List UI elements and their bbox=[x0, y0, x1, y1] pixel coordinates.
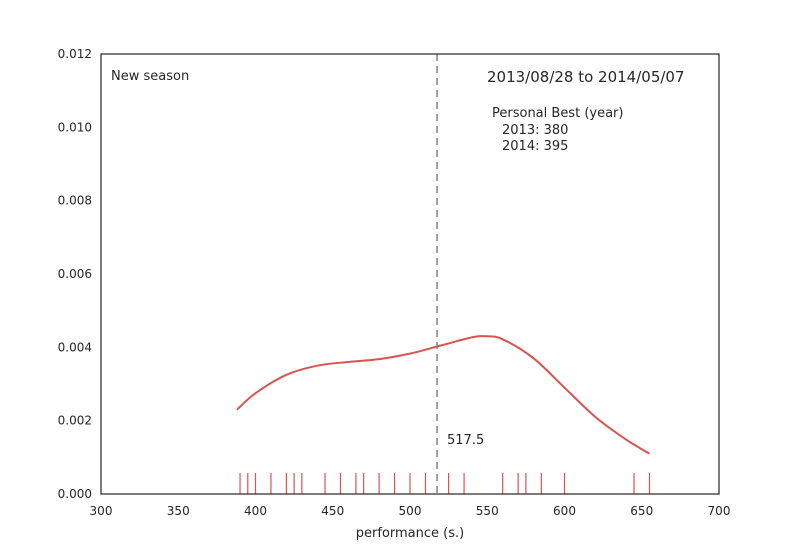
x-tick-label: 350 bbox=[167, 504, 190, 518]
y-tick-label: 0.012 bbox=[58, 47, 92, 61]
season-note: New season bbox=[111, 69, 189, 84]
y-tick-label: 0.008 bbox=[58, 194, 92, 208]
x-ticks: 300 350 400 450 500 550 600 650 700 bbox=[90, 504, 731, 518]
y-tick-label: 0.002 bbox=[58, 414, 92, 428]
date-range-label: 2013/08/28 to 2014/05/07 bbox=[487, 68, 685, 86]
y-ticks: 0.000 0.002 0.004 0.006 0.008 0.010 0.012 bbox=[58, 47, 92, 501]
x-tick-label: 650 bbox=[630, 504, 653, 518]
x-tick-label: 450 bbox=[321, 504, 344, 518]
personal-best-2014: 2014: 395 bbox=[502, 139, 568, 154]
personal-best-2013: 2013: 380 bbox=[502, 123, 568, 138]
y-tick-label: 0.006 bbox=[58, 267, 92, 281]
x-tick-label: 600 bbox=[553, 504, 576, 518]
y-tick-label: 0.010 bbox=[58, 120, 92, 134]
x-tick-label: 400 bbox=[244, 504, 267, 518]
x-tick-label: 300 bbox=[90, 504, 113, 518]
x-axis-label: performance (s.) bbox=[356, 526, 464, 541]
x-tick-label: 700 bbox=[708, 504, 731, 518]
plot-frame bbox=[100, 53, 720, 495]
y-tick-label: 0.004 bbox=[58, 340, 92, 354]
vline-value-label: 517.5 bbox=[447, 433, 484, 448]
personal-best-title: Personal Best (year) bbox=[492, 106, 623, 121]
rug-layer bbox=[239, 473, 651, 494]
x-tick-label: 550 bbox=[476, 504, 499, 518]
kde-layer bbox=[236, 335, 651, 455]
kde-curve bbox=[236, 335, 651, 455]
x-tick-label: 500 bbox=[399, 504, 422, 518]
y-tick-label: 0.000 bbox=[58, 487, 92, 501]
